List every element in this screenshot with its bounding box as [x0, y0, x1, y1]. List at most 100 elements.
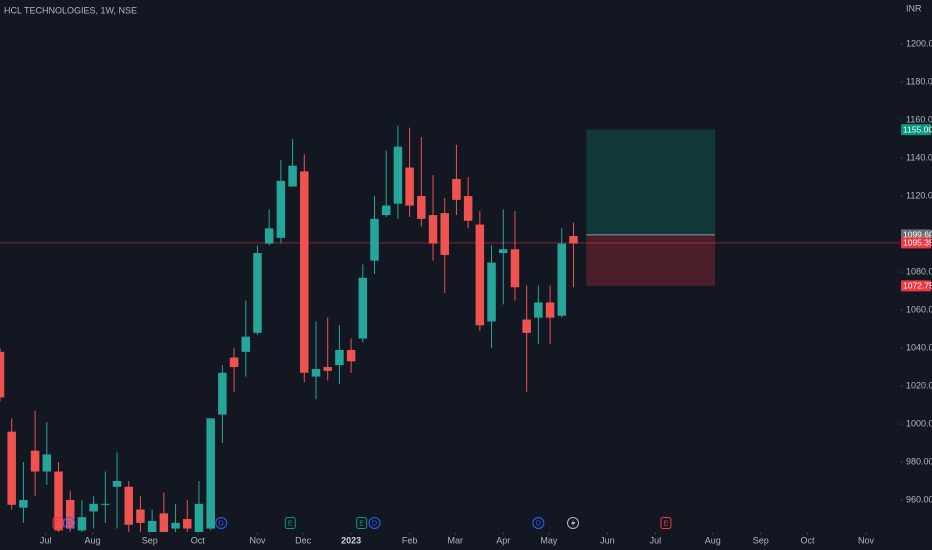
- event-icon: [284, 517, 296, 529]
- event-icon: [63, 517, 76, 529]
- candle-body: [534, 302, 543, 318]
- x-tick-label: Aug: [84, 535, 100, 545]
- y-tick-label: 1060.00: [906, 304, 932, 314]
- event-icon: [660, 517, 672, 529]
- candle-body: [206, 418, 215, 529]
- candle-body: [171, 522, 180, 529]
- candle-body: [124, 486, 133, 525]
- candle-body: [30, 450, 40, 472]
- event-label: E: [56, 520, 61, 527]
- candle-body: [0, 351, 5, 398]
- currency-label: INR: [906, 3, 922, 13]
- x-tick-label: Sep: [142, 535, 158, 545]
- x-tick-label: Jul: [40, 535, 52, 545]
- candle-body: [136, 509, 145, 523]
- candle-body: [194, 503, 204, 532]
- event-icon: [368, 517, 381, 529]
- candle-body: [311, 368, 321, 377]
- x-tick-label: Oct: [191, 535, 206, 545]
- y-tick-label: 1020.00: [906, 380, 932, 390]
- event-label: D: [372, 520, 377, 527]
- price-label: 1155.00: [903, 124, 932, 134]
- y-tick-label: 960.00: [906, 494, 932, 504]
- price-label: 1099.60: [903, 230, 932, 240]
- candle-body: [300, 171, 309, 373]
- candle-body: [253, 253, 262, 333]
- candle-body: [19, 500, 28, 508]
- candle-body: [42, 454, 52, 472]
- candle-body: [405, 167, 414, 206]
- event-icon: [215, 517, 228, 529]
- candle-body: [381, 205, 391, 216]
- candle-body: [101, 503, 110, 505]
- candle-body: [358, 277, 368, 339]
- candle-body: [288, 165, 297, 187]
- event-icon: [532, 517, 545, 529]
- x-tick-label: May: [540, 535, 558, 545]
- event-label: E: [664, 520, 669, 527]
- x-tick-label: Sep: [753, 535, 769, 545]
- x-tick-label: Aug: [705, 535, 721, 545]
- event-label: E: [359, 520, 364, 527]
- candle-body: [440, 213, 449, 255]
- price-label-box: [901, 280, 931, 292]
- chart-title: HCL TECHNOLOGIES, 1W, NSE: [4, 5, 137, 15]
- candle-body: [452, 178, 461, 200]
- candle-body: [218, 372, 227, 415]
- profit-zone: [586, 129, 716, 235]
- y-tick-label: 980.00: [906, 456, 932, 466]
- price-label: 1095.35: [903, 238, 932, 248]
- event-label: D: [219, 520, 224, 527]
- price-label-box: [901, 124, 931, 136]
- candle-body: [545, 302, 555, 318]
- candle-body: [557, 243, 567, 316]
- candle-body: [264, 228, 274, 244]
- y-tick-label: 1040.00: [906, 342, 932, 352]
- y-tick-label: 1120.00: [906, 190, 932, 200]
- x-tick-label: Jun: [600, 535, 615, 545]
- candle-body: [569, 235, 578, 244]
- y-tick-label: 1200.00: [906, 38, 932, 48]
- candle-body: [522, 319, 531, 333]
- candle-body: [475, 224, 485, 326]
- candle-body: [499, 249, 508, 254]
- candle-body: [89, 503, 98, 512]
- candle-body: [229, 357, 239, 368]
- y-tick-label: 1180.00: [906, 76, 932, 86]
- candle-body: [7, 431, 16, 505]
- event-label: D: [536, 520, 541, 527]
- x-tick-label: Dec: [295, 535, 312, 545]
- candle-body: [428, 215, 438, 244]
- x-tick-label: Feb: [402, 535, 418, 545]
- candle-body: [487, 262, 496, 322]
- loss-zone: [586, 234, 716, 286]
- candle-body: [335, 349, 344, 366]
- x-tick-label: Nov: [858, 535, 875, 545]
- plot-area: [0, 125, 900, 532]
- candle-body: [77, 517, 87, 531]
- y-tick-label: 1140.00: [906, 152, 932, 162]
- event-label: E: [288, 520, 293, 527]
- y-tick-label: 1160.00: [906, 114, 932, 124]
- candle-body: [147, 520, 157, 532]
- candle-body: [417, 196, 426, 219]
- event-icon: [356, 517, 368, 529]
- axes: 960.00 980.00 1000.00 1020.00 1040.00 1060.00…: [40, 38, 932, 545]
- candle-body: [510, 249, 520, 288]
- candle-body: [463, 196, 473, 221]
- candle-body: [112, 481, 122, 487]
- event-icon: [567, 517, 579, 529]
- event-label: D: [67, 520, 72, 527]
- x-tick-label: Jul: [650, 535, 662, 545]
- x-tick-label: Mar: [448, 535, 464, 545]
- y-tick-label: 1080.00: [906, 266, 932, 276]
- candle-body: [54, 471, 63, 531]
- x-tick-label: Apr: [496, 535, 510, 545]
- candle-body: [65, 500, 75, 529]
- x-tick-label: Nov: [249, 535, 266, 545]
- candle-body: [393, 146, 403, 204]
- candle-body: [241, 336, 251, 352]
- x-tick-label: 2023: [341, 535, 361, 545]
